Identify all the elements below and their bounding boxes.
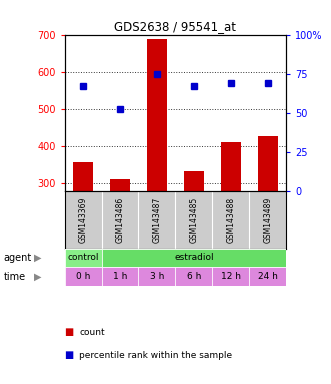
Text: 0 h: 0 h: [76, 272, 90, 281]
Bar: [184, 171, 204, 190]
Bar: [102, 248, 286, 267]
Bar: [65, 248, 102, 267]
Bar: [258, 136, 278, 190]
Text: count: count: [79, 328, 105, 337]
Text: GSM143486: GSM143486: [116, 197, 124, 243]
Text: time: time: [3, 272, 25, 282]
Bar: [147, 39, 167, 190]
Text: ▶: ▶: [34, 272, 42, 282]
Text: GSM143369: GSM143369: [78, 197, 87, 243]
Bar: [213, 267, 249, 286]
Text: estradiol: estradiol: [174, 253, 214, 263]
Text: GSM143487: GSM143487: [153, 197, 162, 243]
Text: 24 h: 24 h: [258, 272, 278, 281]
Text: ■: ■: [65, 350, 74, 360]
Text: 1 h: 1 h: [113, 272, 127, 281]
Bar: [221, 142, 241, 190]
Text: percentile rank within the sample: percentile rank within the sample: [79, 351, 233, 360]
Text: 3 h: 3 h: [150, 272, 164, 281]
Bar: [102, 267, 138, 286]
Bar: [175, 267, 213, 286]
Bar: [65, 267, 102, 286]
Text: 12 h: 12 h: [221, 272, 241, 281]
Text: GSM143488: GSM143488: [226, 197, 235, 243]
Text: GSM143489: GSM143489: [263, 197, 272, 243]
Bar: [73, 162, 93, 190]
Text: 6 h: 6 h: [187, 272, 201, 281]
Text: control: control: [67, 253, 99, 263]
Bar: [138, 267, 175, 286]
Bar: [249, 267, 286, 286]
Bar: [110, 179, 130, 190]
Text: agent: agent: [3, 253, 31, 263]
Title: GDS2638 / 95541_at: GDS2638 / 95541_at: [115, 20, 236, 33]
Text: GSM143485: GSM143485: [189, 197, 198, 243]
Text: ■: ■: [65, 327, 74, 337]
Text: ▶: ▶: [34, 253, 42, 263]
